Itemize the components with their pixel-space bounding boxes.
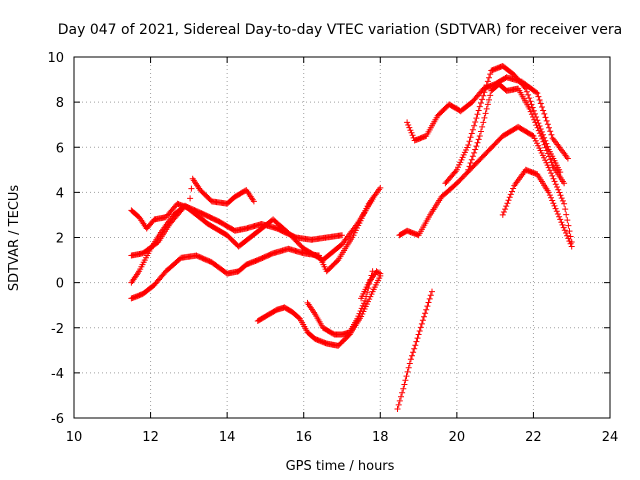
y-tick-label: -2 — [51, 322, 64, 337]
y-tick-label: 6 — [56, 141, 64, 156]
series-4 — [128, 184, 384, 302]
x-tick-label: 10 — [66, 430, 83, 445]
series-points — [499, 166, 575, 250]
series-12 — [465, 81, 568, 187]
series-points — [128, 184, 384, 302]
series-8 — [394, 288, 435, 412]
x-tick-label: 16 — [295, 430, 312, 445]
x-tick-label: 20 — [449, 430, 466, 445]
x-tick-label: 18 — [372, 430, 389, 445]
x-tick-label: 22 — [525, 430, 542, 445]
series-9 — [396, 123, 575, 245]
data-marks — [128, 63, 575, 412]
y-axis-label: SDTVAR / TECUs — [7, 185, 22, 292]
series-7 — [358, 268, 384, 302]
series-points — [404, 74, 571, 162]
series-13 — [499, 166, 575, 250]
y-tick-label: 2 — [56, 232, 64, 247]
y-tick-label: -4 — [51, 367, 64, 382]
y-tick-label: -6 — [51, 412, 64, 427]
x-tick-label: 14 — [219, 430, 236, 445]
series-points — [465, 81, 568, 187]
series-points — [396, 123, 575, 245]
chart-title: Day 047 of 2021, Sidereal Day-to-day VTE… — [58, 22, 622, 38]
series-11 — [442, 63, 564, 187]
series-6 — [304, 268, 376, 338]
x-tick-label: 12 — [142, 430, 159, 445]
series-points — [304, 268, 376, 338]
x-axis-label: GPS time / hours — [286, 459, 395, 474]
series-points — [442, 63, 564, 187]
y-tick-label: 4 — [56, 186, 64, 201]
x-tick-label: 24 — [602, 430, 619, 445]
series-10 — [404, 74, 571, 162]
series-points — [394, 288, 435, 412]
y-tick-label: 0 — [56, 277, 64, 292]
y-tick-label: 8 — [56, 96, 64, 111]
y-tick-label: 10 — [47, 51, 64, 66]
series-points — [358, 268, 384, 302]
